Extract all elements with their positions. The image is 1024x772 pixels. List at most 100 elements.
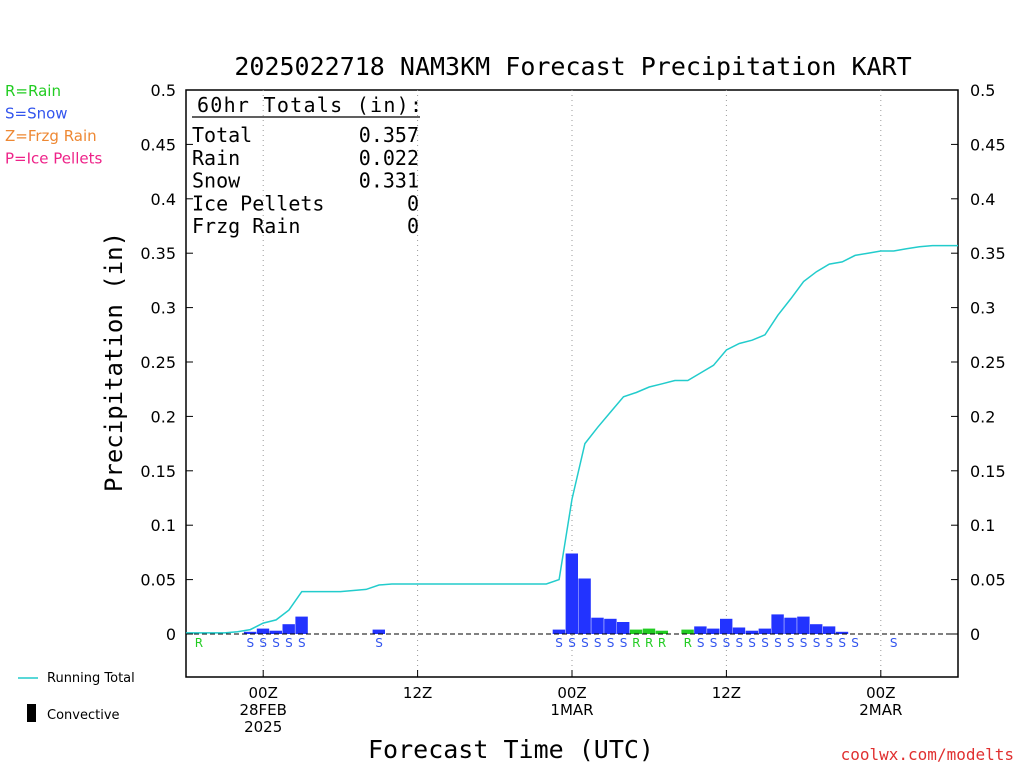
bar-series	[243, 553, 849, 634]
x-tick-label: 28FEB	[239, 701, 286, 719]
precip-bar	[745, 630, 759, 634]
totals-row-label: Frzg Rain	[192, 214, 300, 238]
ptype-code: R	[632, 636, 640, 650]
ptype-code: S	[594, 636, 602, 650]
ptype-code: S	[568, 636, 576, 650]
ptype-code: S	[272, 636, 280, 650]
precip-bar	[617, 622, 630, 634]
precip-bar	[591, 617, 604, 634]
chart-title: 2025022718 NAM3KM Forecast Precipitation…	[234, 52, 911, 81]
precip-bar	[372, 629, 385, 634]
running-total-legend-label: Running Total	[47, 671, 135, 686]
ptype-code: S	[555, 636, 563, 650]
running-total-line	[186, 244, 958, 634]
totals-row-label: Total	[192, 123, 252, 147]
convective-legend-swatch	[27, 704, 36, 722]
precip-bar	[243, 631, 257, 634]
ptype-legend-item: P=Ice Pellets	[5, 150, 102, 168]
y-tick-label-left: 0.1	[151, 516, 176, 535]
ptype-code: S	[813, 636, 821, 650]
ptype-code: S	[774, 636, 782, 650]
y-tick-label-left: 0.45	[140, 135, 176, 154]
y-tick-label-left: 0.05	[140, 571, 176, 590]
precip-bar	[269, 630, 282, 634]
ptype-code: S	[581, 636, 589, 650]
totals-row-value: 0	[407, 191, 419, 215]
ptype-legend-item: R=Rain	[5, 82, 61, 100]
y-tick-label-left: 0.2	[151, 407, 176, 426]
y-tick-label-left: 0.35	[140, 244, 176, 263]
ptype-code: S	[838, 636, 846, 650]
precip-bar	[681, 629, 694, 634]
y-tick-label-right: 0.1	[970, 516, 995, 535]
y-tick-label-right: 0.15	[970, 462, 1006, 481]
y-tick-label-left: 0.15	[140, 462, 176, 481]
ptype-code: S	[259, 636, 267, 650]
precip-bar	[629, 629, 643, 634]
precip-bar	[565, 553, 578, 634]
totals-row-label: Rain	[192, 146, 240, 170]
ptype-code: S	[787, 636, 795, 650]
totals-row-value: 0.331	[359, 169, 419, 193]
ptype-code: R	[658, 636, 666, 650]
y-tick-label-right: 0	[970, 625, 980, 644]
y-tick-label-left: 0	[166, 625, 176, 644]
running-total-series	[186, 244, 958, 634]
x-tick-label: 2025	[244, 718, 282, 736]
ptype-code: S	[825, 636, 833, 650]
x-tick-label: 1MAR	[550, 701, 593, 719]
totals-row-value: 0	[407, 214, 419, 238]
precip-bar	[758, 628, 771, 634]
ptype-code: S	[710, 636, 718, 650]
x-tick-label: 12Z	[712, 684, 741, 702]
precip-bar	[707, 628, 720, 634]
x-tick-label: 12Z	[403, 684, 432, 702]
ptype-code: S	[890, 636, 898, 650]
y-axis-right: 0 0.05 0.1 0.15 0.2 0.25 0.3 0.35 0.4 0.45 0.5	[951, 81, 1006, 644]
ptype-code: S	[851, 636, 859, 650]
ptype-code: S	[800, 636, 808, 650]
x-tick-label: 2MAR	[859, 701, 902, 719]
y-tick-label-right: 0.2	[970, 407, 995, 426]
precip-bar	[720, 618, 733, 634]
ptype-legend-item: Z=Frzg Rain	[5, 127, 97, 145]
ptype-legend-item: S=Snow	[5, 105, 68, 123]
precip-bar	[732, 627, 746, 634]
y-tick-label-right: 0.35	[970, 244, 1006, 263]
precip-bar	[694, 626, 707, 634]
precip-bar	[578, 578, 591, 634]
precip-bar	[552, 629, 566, 634]
totals-row-value: 0.357	[359, 123, 419, 147]
ptype-code: S	[735, 636, 743, 650]
y-tick-label-left: 0.25	[140, 353, 176, 372]
y-axis-left: 0 0.05 0.1 0.15 0.2 0.25 0.3 0.35 0.4 0.45 0.5	[140, 81, 193, 644]
ptype-code: R	[195, 636, 203, 650]
y-tick-label-right: 0.4	[970, 190, 995, 209]
ptype-code: R	[684, 636, 692, 650]
ptype-code: S	[298, 636, 306, 650]
x-tick-label: 00Z	[557, 684, 586, 702]
precip-bar	[282, 624, 295, 634]
precip-bar	[784, 617, 797, 634]
ptype-code: R	[645, 636, 653, 650]
x-tick-label: 00Z	[866, 684, 895, 702]
ptype-code: S	[607, 636, 615, 650]
ptype-code: S	[246, 636, 254, 650]
credit-text: coolwx.com/modelts	[841, 745, 1014, 764]
precip-bar	[810, 624, 823, 634]
precip-bar	[642, 628, 656, 634]
totals-row-label: Ice Pellets	[192, 191, 324, 215]
ptype-code: S	[285, 636, 293, 650]
y-tick-label-right: 0.5	[970, 81, 995, 100]
precip-bar	[655, 630, 668, 634]
precip-bar	[295, 616, 308, 634]
ptype-code: S	[375, 636, 383, 650]
y-tick-label-right: 0.3	[970, 299, 995, 318]
totals-row-label: Snow	[192, 169, 241, 193]
y-tick-label-left: 0.3	[151, 299, 176, 318]
precip-bar	[771, 614, 784, 634]
y-tick-label-left: 0.4	[151, 190, 176, 209]
ptype-legend: R=Rain S=Snow Z=Frzg Rain P=Ice Pellets	[5, 82, 102, 168]
